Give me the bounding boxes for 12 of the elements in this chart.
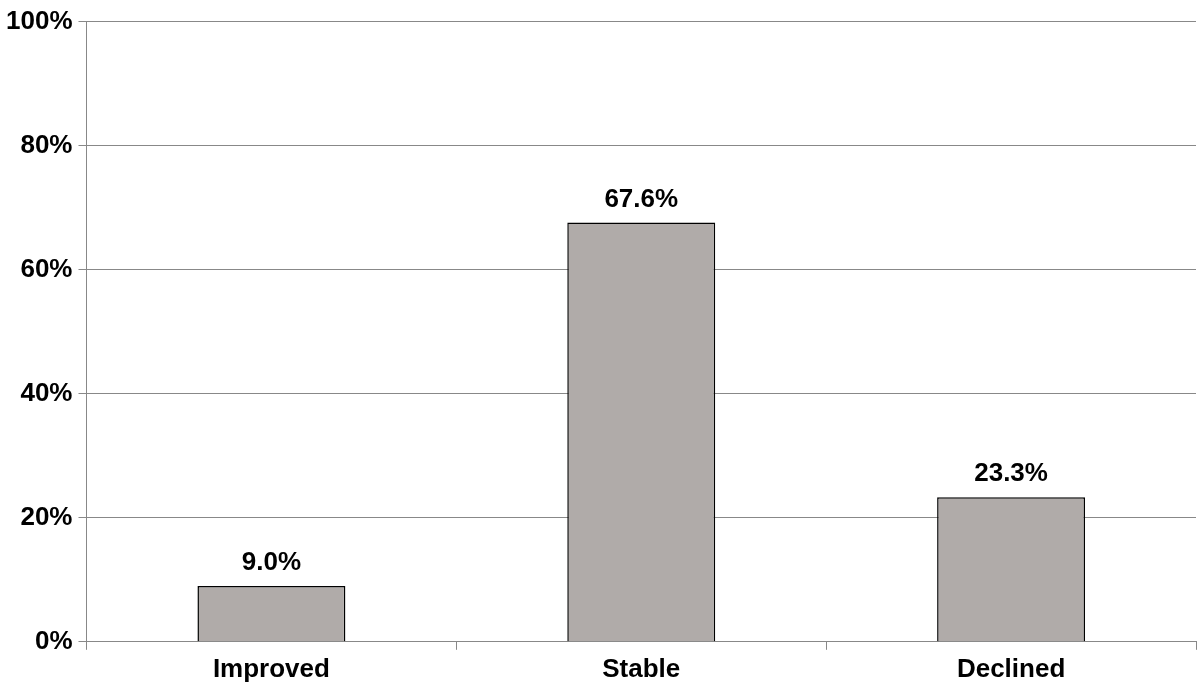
x-tick-label: Stable [602,652,681,683]
y-tick-label: 20% [20,500,73,531]
data-label: 67.6% [604,182,679,213]
y-tick-label: 40% [20,376,73,407]
data-label: 23.3% [974,457,1048,488]
y-tick-label: 0% [34,624,73,655]
y-tick-label: 80% [20,128,73,159]
x-tick-label: Declined [956,652,1066,683]
y-tick-label: 100% [6,4,73,35]
x-tick-label: Improved [212,652,330,683]
data-label: 9.0% [241,546,302,577]
y-tick-label: 60% [20,252,73,283]
